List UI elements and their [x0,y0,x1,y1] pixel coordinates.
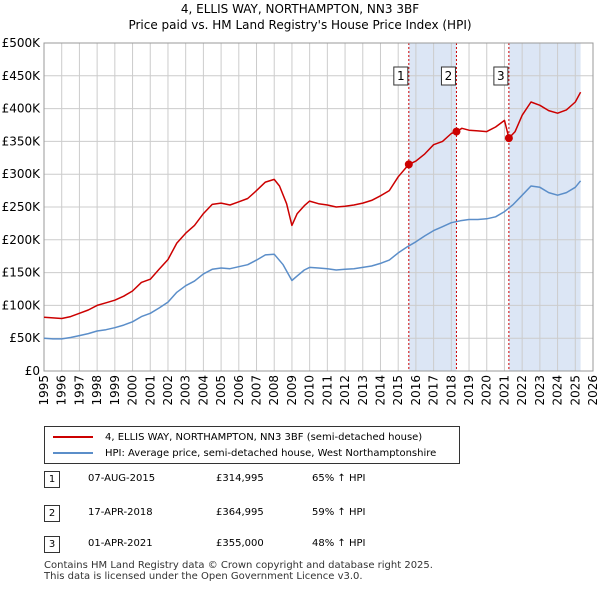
sale-marker-label: 1 [397,69,405,83]
y-tick-label: £250K [2,200,42,214]
x-tick-label: 2014 [373,375,387,406]
x-tick-label: 1997 [72,375,86,406]
x-tick-label: 1996 [55,375,69,406]
series-line-hpi [43,180,582,340]
x-tick-label: 2007 [250,375,264,406]
legend-label-hpi: HPI: Average price, semi-detached house,… [105,447,437,459]
y-tick-label: £500K [2,36,42,50]
chart-subtitle: Price paid vs. HM Land Registry's House … [128,18,472,32]
table-row: 2 17-APR-2018 £364,995 59% ↑ HPI [44,505,464,523]
plot-frame [43,42,594,372]
table-row: 3 01-APR-2021 £355,000 48% ↑ HPI [44,536,464,554]
x-tick-label: 2006 [232,375,246,406]
sale-hpi-change: 48% ↑ HPI [312,538,366,549]
x-tick-label: 2005 [214,375,228,406]
sale-marker-box [393,66,409,86]
legend-swatch-hpi [53,452,93,454]
x-tick-label: 2000 [126,375,140,406]
x-tick-label: 2010 [303,375,317,406]
sale-date: 01-APR-2021 [88,538,153,549]
sale-date: 07-AUG-2015 [88,473,156,484]
legend-swatch-property [53,436,93,438]
sale-marker: 1 [44,471,60,488]
sale-point [404,160,413,169]
x-tick-label: 2018 [444,375,458,406]
y-tick-label: £50K [9,331,41,345]
x-tick-label: 1995 [37,375,51,406]
y-tick-label: £300K [2,167,42,181]
x-tick-label: 1999 [108,375,122,406]
y-tick-label: £450K [2,69,42,83]
sale-point [452,127,461,136]
x-tick-label: 2020 [480,375,494,406]
sale-date: 17-APR-2018 [88,507,153,518]
sale-price: £355,000 [216,538,264,549]
x-tick-label: 2019 [462,375,476,406]
y-tick-label: £0 [25,364,40,378]
sale-marker-box [493,66,509,86]
x-tick-label: 2024 [551,375,565,406]
x-tick-label: 2026 [586,375,600,406]
sale-marker: 2 [44,505,60,522]
y-tick-label: £150K [2,266,42,280]
sale-marker-box [440,66,456,86]
x-tick-label: 2015 [391,375,405,406]
sale-point [504,134,513,143]
sale-hpi-change: 59% ↑ HPI [312,507,366,518]
x-tick-label: 2001 [143,375,157,406]
x-tick-label: 2013 [356,375,370,406]
x-tick-label: 2022 [515,375,529,406]
y-tick-label: £350K [2,134,42,148]
sale-price: £364,995 [216,507,264,518]
x-tick-label: 2012 [338,375,352,406]
legend: 4, ELLIS WAY, NORTHAMPTON, NN3 3BF (semi… [44,426,460,464]
x-tick-label: 2023 [533,375,547,406]
price-chart: 1 2 3 £0 £50K £100K £150K £200K £250K £300K £350K £… [2,36,600,406]
sale-marker-label: 3 [497,69,505,83]
x-tick-label: 2009 [285,375,299,406]
legend-label-property: 4, ELLIS WAY, NORTHAMPTON, NN3 3BF (semi… [105,431,423,443]
x-tick-label: 2004 [196,375,210,406]
y-tick-label: £400K [2,102,42,116]
x-tick-label: 2002 [161,375,175,406]
sale-marker-label: 2 [445,69,453,83]
sale-hpi-change: 65% ↑ HPI [312,473,366,484]
x-tick-label: 2003 [179,375,193,406]
sale-marker: 3 [44,536,60,553]
sale-price: £314,995 [216,473,264,484]
x-tick-label: 1998 [90,375,104,406]
table-row: 1 07-AUG-2015 £314,995 65% ↑ HPI [44,471,464,489]
x-tick-label: 2011 [320,375,334,406]
x-tick-label: 2021 [497,375,511,406]
legend-item-hpi: HPI: Average price, semi-detached house,… [53,445,436,461]
x-tick-label: 2016 [409,375,423,406]
x-tick-label: 2017 [427,375,441,406]
y-tick-label: £200K [2,233,42,247]
footer-line-1: Contains HM Land Registry data © Crown c… [44,560,433,571]
series-line-property [43,91,582,320]
legend-item-property: 4, ELLIS WAY, NORTHAMPTON, NN3 3BF (semi… [53,429,422,445]
footer-line-2: This data is licensed under the Open Gov… [44,571,363,582]
y-tick-label: £100K [2,298,42,312]
footer-attribution: Contains HM Land Registry data © Crown c… [44,560,433,582]
x-tick-label: 2008 [267,375,281,406]
x-tick-label: 2025 [568,375,582,406]
chart-title: 4, ELLIS WAY, NORTHAMPTON, NN3 3BF [180,2,420,16]
